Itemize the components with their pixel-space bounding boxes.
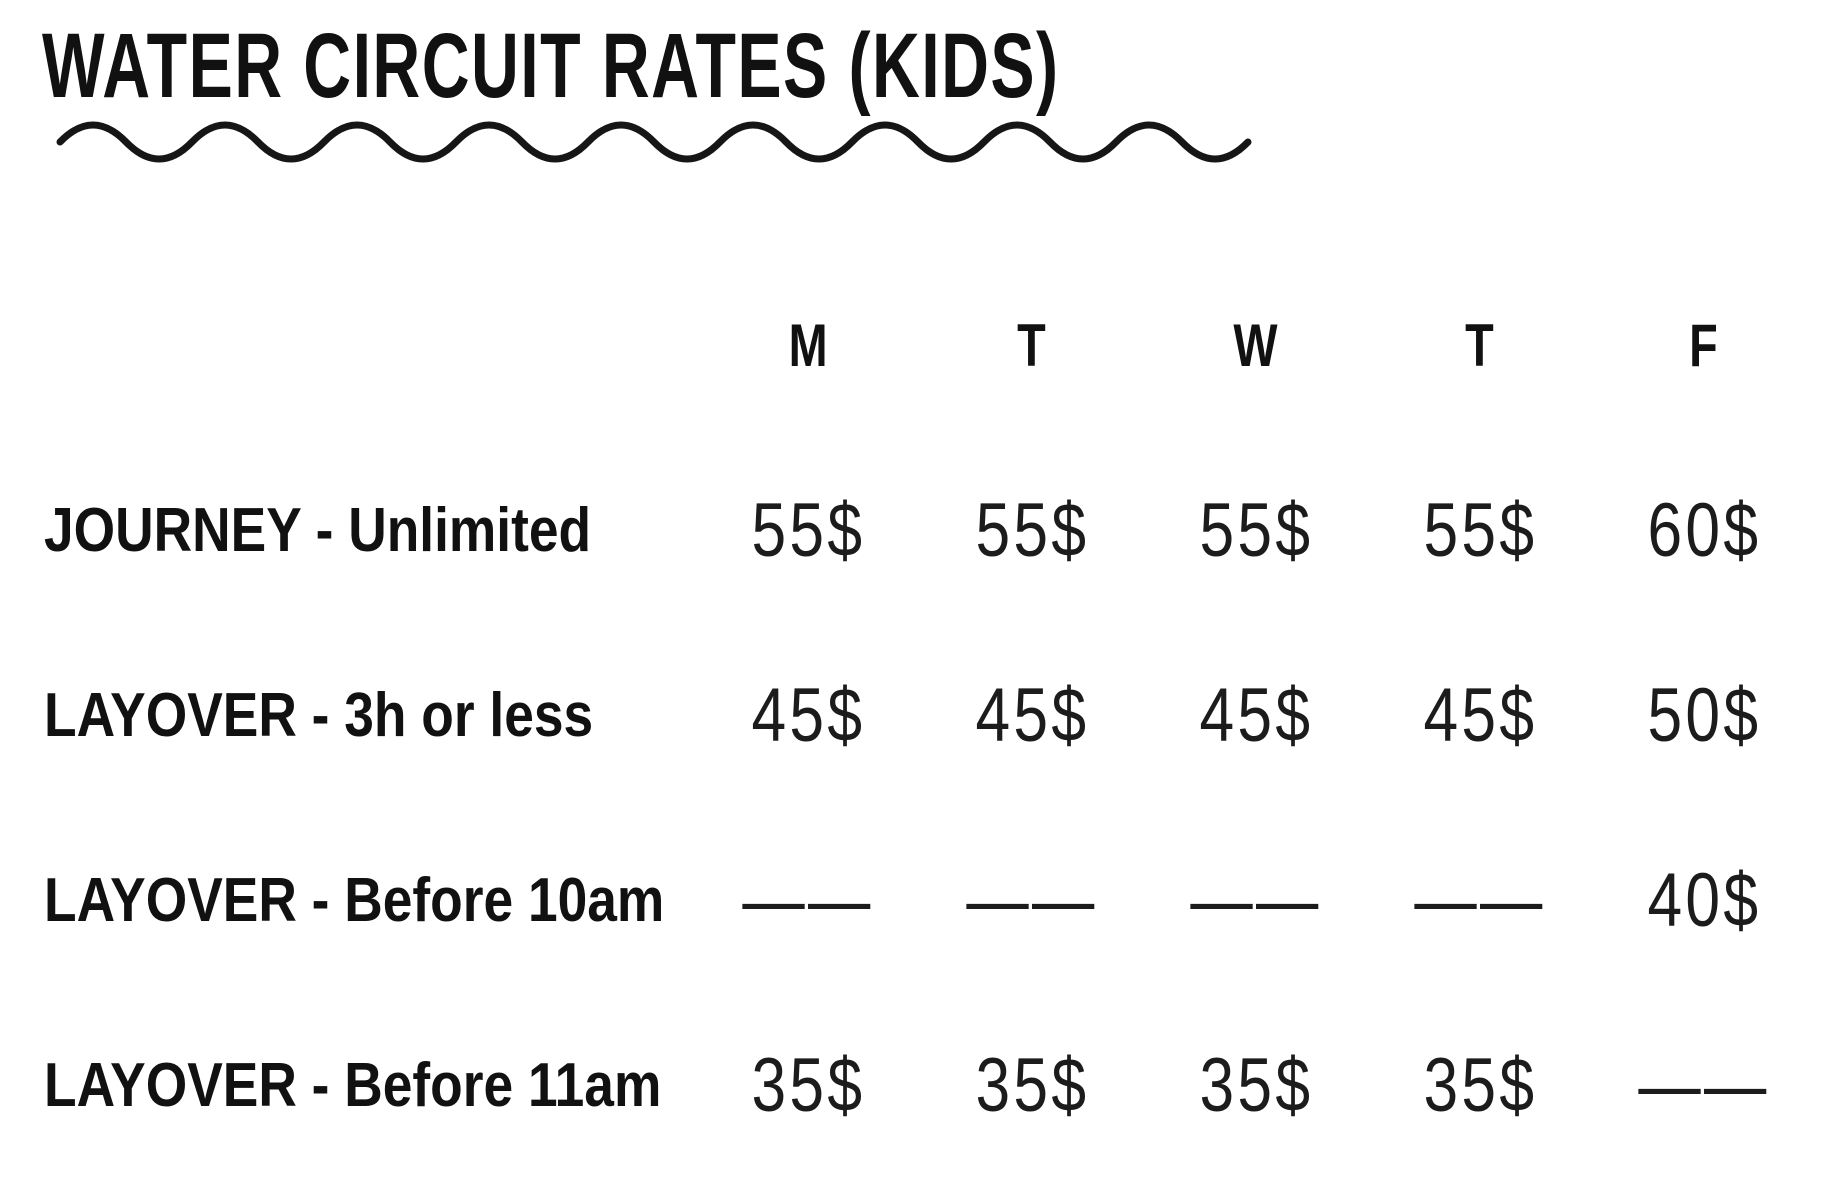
no-service-dash: —— [966,858,1098,943]
price-cell: —— [920,857,1144,944]
price-value: 55$ [751,488,865,573]
price-value: 60$ [1647,488,1761,573]
day-header-label: M [788,312,828,379]
price-value: 40$ [1647,858,1761,943]
price-value: 55$ [1423,488,1537,573]
price-value: 50$ [1647,673,1761,758]
price-value: 35$ [751,1043,865,1128]
no-service-dash: —— [1190,858,1322,943]
day-header-label: T [1465,312,1495,379]
price-value: 45$ [1423,673,1537,758]
price-cell: —— [1144,857,1368,944]
price-value: 35$ [1423,1043,1537,1128]
row-label: JOURNEY - Unlimited [44,496,592,565]
table-row-journey-unlimited: JOURNEY - Unlimited [44,495,696,566]
no-service-dash: —— [742,858,874,943]
price-cell: 55$ [696,487,920,574]
price-cell: 40$ [1592,857,1816,944]
price-value: 35$ [1199,1043,1313,1128]
day-header-wednesday: W [1144,311,1368,380]
no-service-dash: —— [1414,858,1546,943]
price-cell: 35$ [1144,1042,1368,1129]
table-row-layover-before-10am: LAYOVER - Before 10am [44,865,696,936]
row-label: LAYOVER - Before 10am [44,866,665,935]
price-value: 55$ [975,488,1089,573]
price-value: 45$ [751,673,865,758]
table-row-layover-before-11am: LAYOVER - Before 11am [44,1050,696,1121]
price-cell: 55$ [920,487,1144,574]
price-cell: 55$ [1144,487,1368,574]
table-row-layover-3h: LAYOVER - 3h or less [44,680,696,751]
price-cell: —— [696,857,920,944]
price-cell: 55$ [1368,487,1592,574]
price-cell: —— [1368,857,1592,944]
day-header-monday: M [696,311,920,380]
price-value: 45$ [1199,673,1313,758]
price-cell: —— [1592,1042,1816,1129]
row-label: LAYOVER - 3h or less [44,681,594,750]
page-title: WATER CIRCUIT RATES (KIDS) [42,15,1060,117]
wavy-underline-icon [56,121,1252,163]
row-label: LAYOVER - Before 11am [44,1051,662,1120]
price-cell: 45$ [920,672,1144,759]
no-service-dash: —— [1638,1043,1770,1128]
day-header-label: W [1233,312,1279,379]
price-value: 35$ [975,1043,1089,1128]
price-cell: 35$ [696,1042,920,1129]
price-value: 45$ [975,673,1089,758]
day-header-friday: F [1592,311,1816,380]
price-value: 55$ [1199,488,1313,573]
price-cell: 45$ [1144,672,1368,759]
price-cell: 35$ [1368,1042,1592,1129]
price-cell: 45$ [696,672,920,759]
price-cell: 35$ [920,1042,1144,1129]
price-cell: 45$ [1368,672,1592,759]
day-header-label: F [1689,312,1719,379]
price-cell: 50$ [1592,672,1816,759]
price-cell: 60$ [1592,487,1816,574]
day-header-label: T [1017,312,1047,379]
rates-table: M T W T F JOURNEY - Unlimited 55$ 55$ 55… [44,253,1816,1178]
day-header-tuesday: T [920,311,1144,380]
day-header-thursday: T [1368,311,1592,380]
